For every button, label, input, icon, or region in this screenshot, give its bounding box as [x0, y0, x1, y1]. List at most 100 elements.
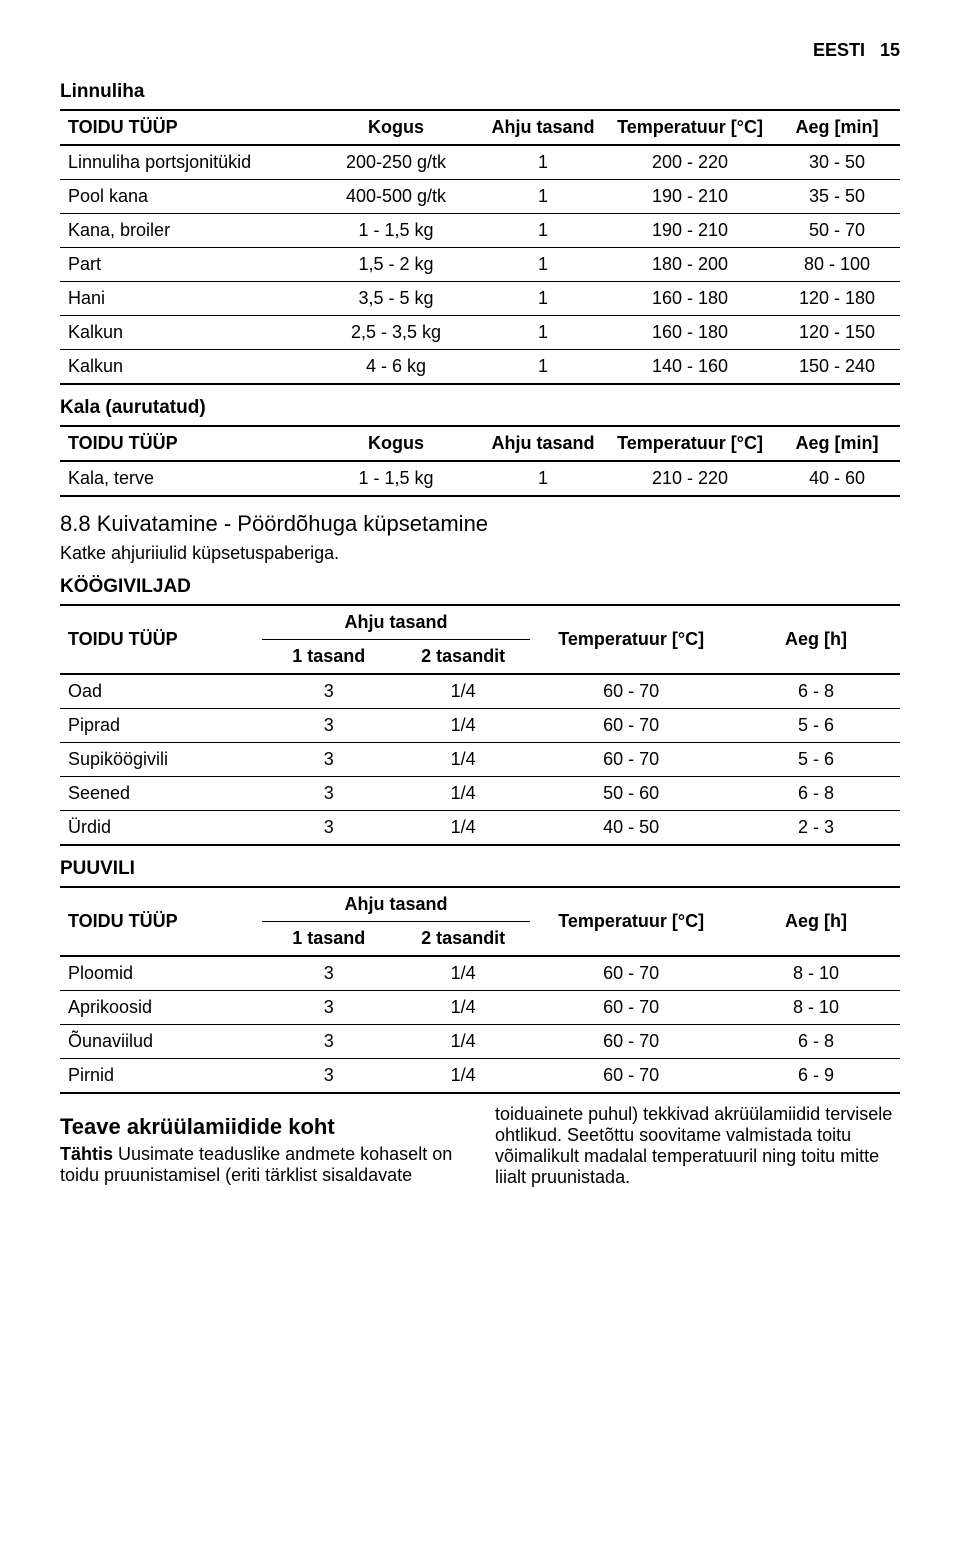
- table-cell: 3: [262, 811, 396, 846]
- table-cell: 200-250 g/tk: [312, 145, 480, 180]
- table-cell: 190 - 210: [606, 214, 774, 248]
- table-cell: 60 - 70: [530, 1025, 732, 1059]
- col-lvl1: 1 tasand: [262, 922, 396, 957]
- table-cell: 120 - 150: [774, 316, 900, 350]
- koogiviljad-table: TOIDU TÜÜP Ahju tasand Temperatuur [°C] …: [60, 604, 900, 846]
- col-level: Ahju tasand: [262, 605, 531, 640]
- table-cell: Ploomid: [60, 956, 262, 991]
- table-row: Seened31/450 - 606 - 8: [60, 777, 900, 811]
- table-cell: 6 - 8: [732, 674, 900, 709]
- table-cell: 60 - 70: [530, 709, 732, 743]
- table-cell: 3: [262, 674, 396, 709]
- table-cell: 140 - 160: [606, 350, 774, 385]
- table-cell: 4 - 6 kg: [312, 350, 480, 385]
- table-cell: 3: [262, 1025, 396, 1059]
- table-row: Oad31/460 - 706 - 8: [60, 674, 900, 709]
- table-cell: Part: [60, 248, 312, 282]
- col-time: Aeg [min]: [774, 110, 900, 145]
- table-cell: 1/4: [396, 1059, 530, 1094]
- table-row: Linnuliha portsjonitükid200-250 g/tk1200…: [60, 145, 900, 180]
- table-cell: 3: [262, 709, 396, 743]
- table-row: Kala, terve1 - 1,5 kg1210 - 22040 - 60: [60, 461, 900, 496]
- teave-section: Teave akrüülamiidide koht Tähtis Uusimat…: [60, 1104, 900, 1188]
- col-type: TOIDU TÜÜP: [60, 887, 262, 956]
- linnuliha-title: Linnuliha: [60, 81, 900, 103]
- table-cell: 2,5 - 3,5 kg: [312, 316, 480, 350]
- table-cell: 120 - 180: [774, 282, 900, 316]
- teave-left-text: Tähtis Uusimate teaduslike andmete kohas…: [60, 1144, 465, 1186]
- teave-left-rest: Uusimate teaduslike andmete kohaselt on …: [60, 1144, 452, 1185]
- table-cell: 1: [480, 145, 606, 180]
- table-cell: Õunaviilud: [60, 1025, 262, 1059]
- col-time: Aeg [h]: [732, 887, 900, 956]
- table-cell: Supiköögivili: [60, 743, 262, 777]
- teave-left-col: Teave akrüülamiidide koht Tähtis Uusimat…: [60, 1104, 465, 1188]
- table-cell: Linnuliha portsjonitükid: [60, 145, 312, 180]
- table-cell: 160 - 180: [606, 282, 774, 316]
- table-row: Hani3,5 - 5 kg1160 - 180120 - 180: [60, 282, 900, 316]
- teave-right-col: toiduainete puhul) tekkivad akrüülamiidi…: [495, 1104, 900, 1188]
- col-temp: Temperatuur [°C]: [606, 110, 774, 145]
- col-type: TOIDU TÜÜP: [60, 426, 312, 461]
- table-cell: 1: [480, 214, 606, 248]
- table-cell: 60 - 70: [530, 1059, 732, 1094]
- table-row: Pirnid31/460 - 706 - 9: [60, 1059, 900, 1094]
- table-cell: 1/4: [396, 709, 530, 743]
- table-row: Kalkun2,5 - 3,5 kg1160 - 180120 - 150: [60, 316, 900, 350]
- table-cell: 1/4: [396, 674, 530, 709]
- table-cell: 1/4: [396, 1025, 530, 1059]
- table-cell: 180 - 200: [606, 248, 774, 282]
- col-temp: Temperatuur [°C]: [530, 887, 732, 956]
- col-lvl2: 2 tasandit: [396, 922, 530, 957]
- col-temp: Temperatuur [°C]: [606, 426, 774, 461]
- table-cell: 1: [480, 248, 606, 282]
- col-lvl2: 2 tasandit: [396, 640, 530, 675]
- teave-bold: Tähtis: [60, 1144, 113, 1164]
- table-row: Pool kana400-500 g/tk1190 - 21035 - 50: [60, 180, 900, 214]
- table-cell: 1,5 - 2 kg: [312, 248, 480, 282]
- table-cell: Aprikoosid: [60, 991, 262, 1025]
- table-cell: 5 - 6: [732, 709, 900, 743]
- table-cell: 200 - 220: [606, 145, 774, 180]
- puuvili-table: TOIDU TÜÜP Ahju tasand Temperatuur [°C] …: [60, 886, 900, 1094]
- table-cell: Piprad: [60, 709, 262, 743]
- table-cell: 60 - 70: [530, 956, 732, 991]
- table-cell: 1: [480, 350, 606, 385]
- table-cell: 160 - 180: [606, 316, 774, 350]
- col-type: TOIDU TÜÜP: [60, 605, 262, 674]
- header-page-num: 15: [880, 40, 900, 60]
- col-time: Aeg [h]: [732, 605, 900, 674]
- table-cell: 60 - 70: [530, 991, 732, 1025]
- table-cell: Hani: [60, 282, 312, 316]
- col-level: Ahju tasand: [480, 426, 606, 461]
- col-time: Aeg [min]: [774, 426, 900, 461]
- table-cell: 1/4: [396, 811, 530, 846]
- table-cell: 150 - 240: [774, 350, 900, 385]
- koogiviljad-title: KÖÖGIVILJAD: [60, 576, 900, 598]
- table-cell: 5 - 6: [732, 743, 900, 777]
- table-cell: 6 - 9: [732, 1059, 900, 1094]
- table-cell: 400-500 g/tk: [312, 180, 480, 214]
- table-cell: 1/4: [396, 777, 530, 811]
- table-cell: 2 - 3: [732, 811, 900, 846]
- table-cell: 50 - 70: [774, 214, 900, 248]
- table-cell: 40 - 50: [530, 811, 732, 846]
- table-cell: Oad: [60, 674, 262, 709]
- table-cell: 60 - 70: [530, 674, 732, 709]
- table-cell: 1 - 1,5 kg: [312, 461, 480, 496]
- col-qty: Kogus: [312, 426, 480, 461]
- table-cell: 3: [262, 956, 396, 991]
- section-88-title: 8.8 Kuivatamine - Pöördõhuga küpsetamine: [60, 511, 900, 537]
- table-cell: 40 - 60: [774, 461, 900, 496]
- teave-right-text: toiduainete puhul) tekkivad akrüülamiidi…: [495, 1104, 900, 1188]
- table-cell: 210 - 220: [606, 461, 774, 496]
- table-cell: 1 - 1,5 kg: [312, 214, 480, 248]
- table-cell: 1/4: [396, 991, 530, 1025]
- table-row: Aprikoosid31/460 - 708 - 10: [60, 991, 900, 1025]
- table-row: Õunaviilud31/460 - 706 - 8: [60, 1025, 900, 1059]
- col-temp: Temperatuur [°C]: [530, 605, 732, 674]
- table-cell: 60 - 70: [530, 743, 732, 777]
- table-cell: Kala, terve: [60, 461, 312, 496]
- table-cell: 3: [262, 1059, 396, 1094]
- table-row: Piprad31/460 - 705 - 6: [60, 709, 900, 743]
